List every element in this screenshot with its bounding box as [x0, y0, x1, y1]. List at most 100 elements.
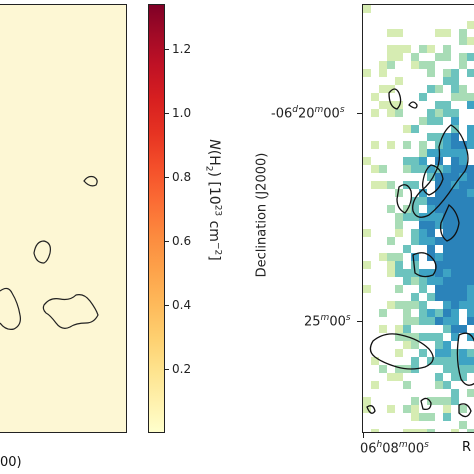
map-pixel — [443, 325, 451, 333]
map-pixel — [443, 301, 451, 309]
map-pixel — [403, 381, 411, 389]
map-pixel — [451, 141, 459, 149]
colorbar-label-unit-exp: −2 — [212, 241, 223, 256]
map-pixel — [443, 357, 451, 365]
map-pixel — [395, 77, 403, 85]
map-pixel — [435, 373, 443, 381]
map-pixel — [395, 349, 403, 357]
map-pixel — [419, 317, 427, 325]
map-pixel — [459, 373, 467, 381]
map-pixel — [395, 229, 403, 237]
map-pixel — [387, 109, 395, 117]
map-pixel — [451, 149, 459, 157]
map-pixel — [443, 133, 451, 141]
map-pixel — [451, 85, 459, 93]
map-pixel — [419, 333, 427, 341]
colorbar-tick-label: 0.4 — [172, 298, 192, 312]
map-pixel — [403, 301, 411, 309]
map-pixel — [443, 149, 451, 157]
map-pixel — [451, 173, 459, 181]
map-pixel — [467, 293, 474, 301]
map-pixel — [419, 117, 427, 125]
map-pixel — [419, 229, 427, 237]
map-pixel — [443, 221, 451, 229]
map-pixel — [435, 85, 443, 93]
map-pixel — [451, 197, 459, 205]
map-pixel — [387, 261, 395, 269]
map-pixel — [451, 77, 459, 85]
map-pixel — [459, 93, 467, 101]
map-pixel — [395, 301, 403, 309]
map-pixel — [435, 181, 443, 189]
map-pixel — [443, 181, 451, 189]
column-density-map-left — [0, 4, 127, 433]
map-pixel — [371, 109, 379, 117]
ra-tick-m: m — [398, 440, 408, 450]
map-pixel — [435, 197, 443, 205]
map-pixel — [427, 333, 435, 341]
map-pixel — [387, 269, 395, 277]
map-pixel — [451, 285, 459, 293]
dec-tick-1-d: d — [292, 105, 298, 115]
map-pixel — [427, 221, 435, 229]
map-pixel — [411, 213, 419, 221]
map-pixel — [363, 285, 371, 293]
map-pixel — [435, 277, 443, 285]
map-pixel — [443, 173, 451, 181]
map-pixel — [467, 173, 474, 181]
map-pixel — [451, 237, 459, 245]
map-pixel — [427, 45, 435, 53]
map-pixel — [387, 45, 395, 53]
contour-overlay-left — [0, 175, 99, 330]
map-pixel — [467, 365, 474, 373]
colorbar-tick-label: 1.0 — [172, 106, 192, 120]
map-pixel — [427, 309, 435, 317]
map-pixel — [459, 253, 467, 261]
map-pixel — [467, 213, 474, 221]
map-pixel — [387, 61, 395, 69]
map-pixel — [451, 245, 459, 253]
map-pixel — [371, 141, 379, 149]
map-pixel — [467, 37, 474, 45]
map-pixel — [451, 213, 459, 221]
map-pixel — [435, 117, 443, 125]
map-pixel — [467, 181, 474, 189]
map-pixel — [411, 277, 419, 285]
map-pixel — [411, 301, 419, 309]
map-pixel — [467, 125, 474, 133]
ra-tick-min: 08 — [382, 441, 399, 457]
map-pixel — [419, 221, 427, 229]
map-pixel — [411, 165, 419, 173]
map-pixel — [451, 365, 459, 373]
contour-right-2 — [408, 101, 418, 109]
contour-right-6 — [439, 203, 460, 242]
map-pixel — [459, 245, 467, 253]
map-pixel — [363, 229, 371, 237]
map-pixel — [443, 293, 451, 301]
map-pixel — [443, 101, 451, 109]
map-pixel — [459, 357, 467, 365]
map-pixel — [435, 285, 443, 293]
map-pixel — [387, 373, 395, 381]
map-pixel — [427, 397, 435, 405]
map-pixel — [443, 413, 451, 421]
map-pixel — [459, 301, 467, 309]
dec-tick-mark — [357, 321, 362, 322]
map-pixel — [363, 69, 371, 77]
map-pixel — [411, 205, 419, 213]
map-pixel — [467, 269, 474, 277]
colorbar-label-exp: 23 — [212, 204, 223, 217]
map-pixel — [459, 29, 467, 37]
map-pixel — [467, 253, 474, 261]
map-pixel — [435, 317, 443, 325]
map-pixel — [435, 293, 443, 301]
map-pixel — [411, 125, 419, 133]
map-pixel — [427, 429, 435, 432]
map-pixel — [443, 261, 451, 269]
map-pixel — [459, 189, 467, 197]
map-pixel — [451, 373, 459, 381]
map-pixel — [395, 325, 403, 333]
map-pixel — [427, 205, 435, 213]
map-pixel — [427, 85, 435, 93]
map-pixel — [363, 5, 371, 13]
